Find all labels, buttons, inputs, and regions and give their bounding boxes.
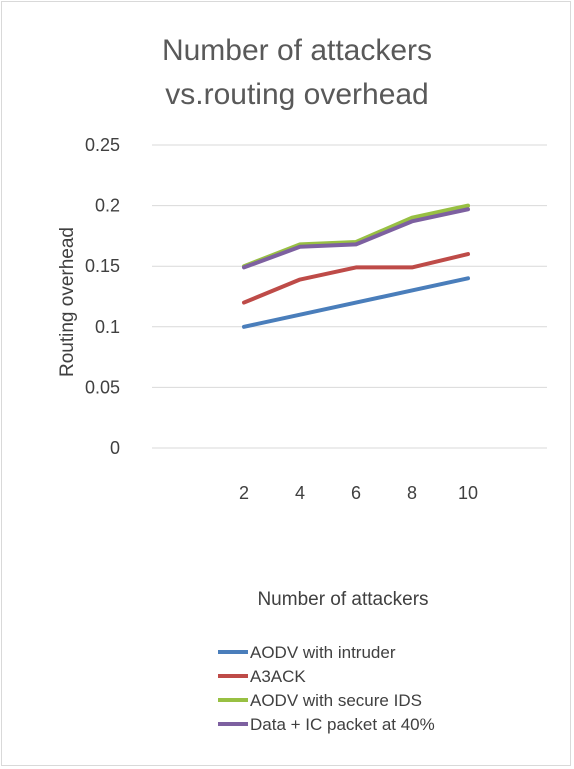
x-axis-ticks: 2 4 6 8 10	[239, 483, 478, 503]
legend-label: Data + IC packet at 40%	[250, 715, 435, 734]
gridlines	[152, 144, 547, 449]
series-lines	[242, 203, 470, 329]
y-axis-title: Routing overhead	[57, 227, 78, 377]
chart-title: Number of attackers vs.routing overhead	[162, 34, 432, 111]
y-tick-label: 0.15	[85, 256, 120, 276]
x-tick-label: 10	[458, 483, 478, 503]
series-line-0	[242, 276, 470, 329]
chart-title-line: vs.routing overhead	[165, 78, 429, 111]
series-line-1	[242, 252, 470, 305]
chart-title-line: Number of attackers	[162, 34, 432, 67]
y-tick-label: 0.2	[95, 196, 120, 216]
legend-label: A3ACK	[250, 667, 306, 686]
y-tick-label: 0.05	[85, 377, 120, 397]
y-tick-label: 0	[110, 438, 120, 458]
y-tick-label: 0.1	[95, 317, 120, 337]
x-tick-label: 6	[351, 483, 361, 503]
legend: AODV with intruder A3ACK AODV with secure …	[218, 643, 435, 734]
x-tick-label: 2	[239, 483, 249, 503]
x-tick-label: 4	[295, 483, 305, 503]
x-tick-label: 8	[407, 483, 417, 503]
x-axis-title: Number of attackers	[257, 589, 428, 610]
y-tick-label: 0.25	[85, 135, 120, 155]
y-axis-ticks: 0 0.05 0.1 0.15 0.2 0.25	[85, 135, 120, 458]
legend-label: AODV with intruder	[250, 643, 396, 662]
series-line-3	[242, 207, 470, 270]
legend-label: AODV with secure IDS	[250, 691, 422, 710]
